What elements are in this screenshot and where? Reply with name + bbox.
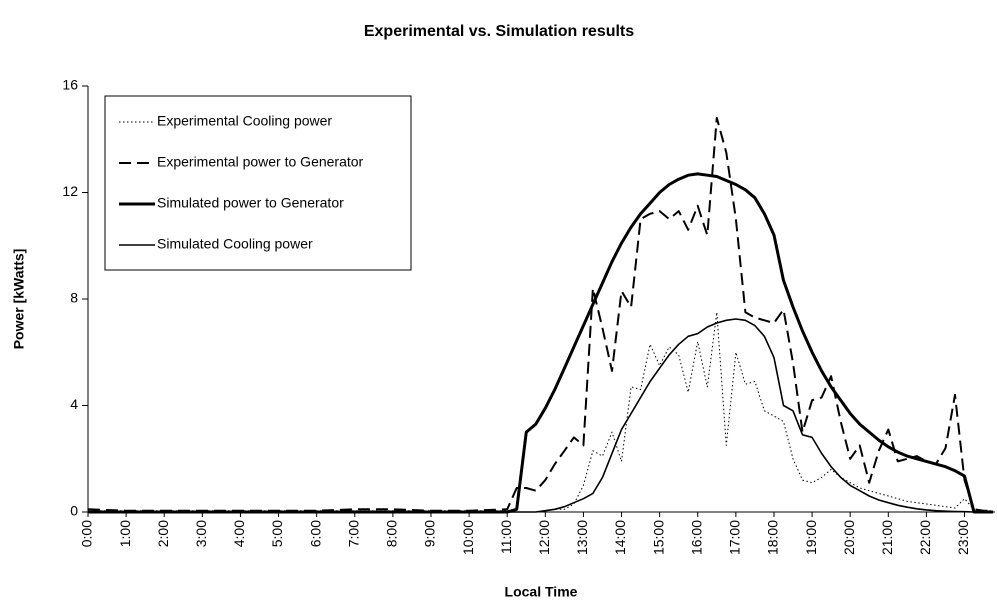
x-tick-label: 19:00 — [803, 520, 819, 555]
x-tick-label: 5:00 — [269, 520, 285, 547]
legend-label: Experimental Cooling power — [157, 113, 332, 129]
x-tick-label: 9:00 — [422, 520, 438, 547]
y-axis-label: Power [kWatts] — [11, 249, 27, 350]
x-tick-label: 13:00 — [574, 520, 590, 555]
x-axis-label: Local Time — [505, 584, 578, 600]
x-tick-label: 2:00 — [155, 520, 171, 547]
legend-box — [104, 95, 412, 271]
x-tick-label: 8:00 — [384, 520, 400, 547]
x-tick-label: 7:00 — [345, 520, 361, 547]
x-tick-label: 11:00 — [498, 520, 514, 554]
x-tick-label: 23:00 — [955, 520, 971, 555]
x-tick-label: 3:00 — [193, 520, 209, 547]
x-tick-label: 14:00 — [612, 520, 628, 555]
y-tick-label: 8 — [70, 290, 78, 306]
x-tick-label: 4:00 — [231, 520, 247, 547]
y-tick-label: 12 — [62, 183, 78, 199]
chart-title: Experimental vs. Simulation results — [364, 23, 634, 40]
x-tick-label: 20:00 — [841, 520, 857, 555]
x-tick-label: 10:00 — [460, 520, 476, 555]
x-tick-label: 21:00 — [879, 520, 895, 555]
y-tick-label: 16 — [62, 77, 78, 93]
legend-label: Simulated Cooling power — [157, 236, 313, 252]
y-tick-label: 4 — [70, 396, 78, 412]
x-tick-label: 1:00 — [117, 520, 133, 547]
x-tick-label: 6:00 — [307, 520, 323, 547]
series-line — [88, 311, 994, 513]
y-tick-label: 0 — [70, 503, 78, 519]
legend-label: Experimental power to Generator — [157, 154, 364, 170]
x-tick-label: 15:00 — [650, 520, 666, 555]
legend-label: Simulated power to Generator — [157, 195, 344, 211]
x-tick-label: 12:00 — [536, 520, 552, 555]
x-tick-label: 22:00 — [917, 520, 933, 555]
x-tick-label: 16:00 — [688, 520, 704, 555]
x-tick-label: 18:00 — [765, 520, 781, 555]
series-line — [88, 318, 994, 513]
x-tick-label: 0:00 — [79, 520, 95, 547]
x-tick-label: 17:00 — [727, 520, 743, 555]
